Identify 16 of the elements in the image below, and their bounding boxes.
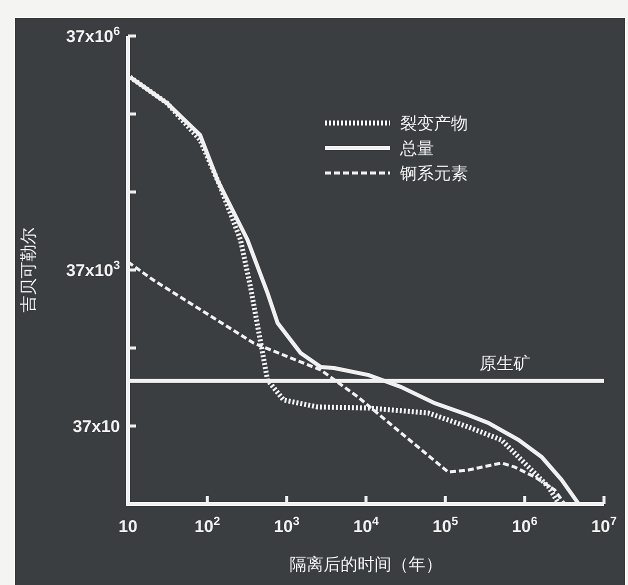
legend-label: 总量 [399,139,434,158]
y-axis-title: 吉贝可勒尔 [19,228,38,312]
y-tick-label: 37x10 [72,417,120,436]
y-tick-label: 37x10$^{3}$ [66,258,120,280]
x-tick-label: 10 [118,517,138,536]
x-tick-label: 10$^{4}$ [353,514,380,536]
x-tick-label: 10$^{2}$ [194,514,220,536]
ref-line-label: 原生矿 [480,354,530,373]
legend-label: 锕系元素 [399,164,468,183]
x-tick-label: 10$^{7}$ [591,514,618,536]
y-tick-label: 37x10$^{6}$ [66,24,120,46]
x-tick-label: 10$^{3}$ [274,514,300,536]
x-axis-title: 隔离后的时间（年） [290,555,442,574]
legend-label: 裂变产物 [400,114,468,133]
x-tick-label: 10$^{6}$ [512,514,538,536]
x-tick-label: 10$^{5}$ [432,514,458,536]
